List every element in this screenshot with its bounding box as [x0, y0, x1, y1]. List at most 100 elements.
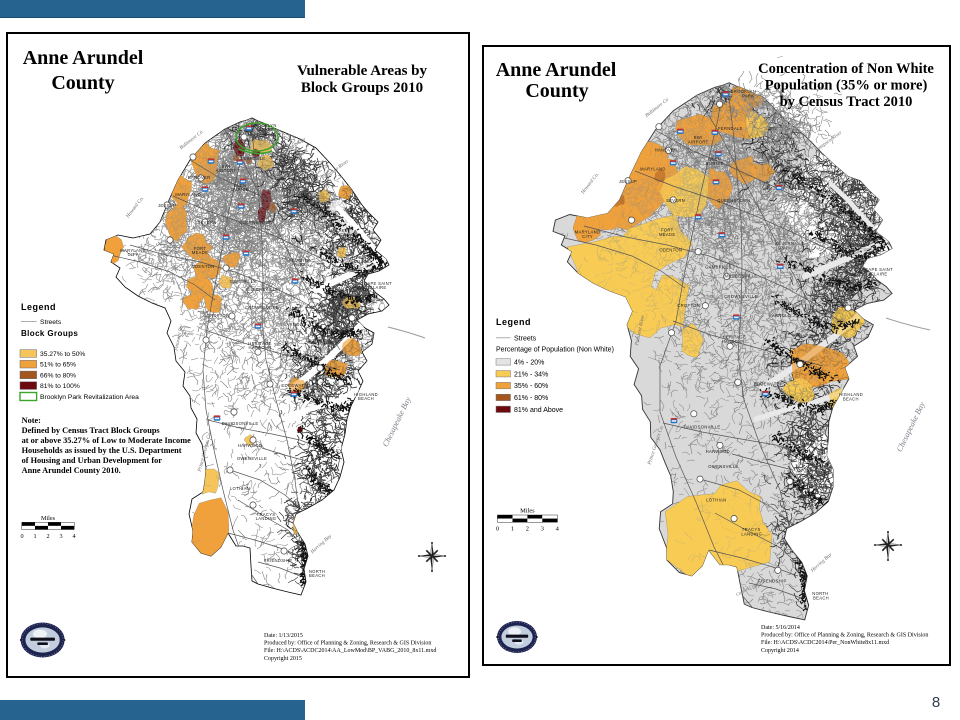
svg-text:1: 1 [511, 526, 514, 533]
svg-text:ANNAPOLIS: ANNAPOLIS [307, 340, 334, 345]
svg-text:HARBOUR: HARBOUR [248, 345, 271, 350]
svg-text:EDGEWATER: EDGEWATER [754, 382, 783, 387]
svg-text:BEACH: BEACH [309, 573, 325, 578]
svg-text:ANNAPOLIS: ANNAPOLIS [793, 333, 820, 338]
svg-text:File: H:\ACDS\ACDC2014\AA_LowM: File: H:\ACDS\ACDC2014\AA_LowMod\BP_VABG… [264, 648, 436, 654]
svg-text:LAKE: LAKE [336, 228, 348, 233]
svg-text:CITY: CITY [582, 234, 593, 239]
svg-text:Produced by: Office of Plannin: Produced by: Office of Planning & Zoning… [761, 632, 928, 639]
svg-text:Herring Bay: Herring Bay [809, 551, 834, 574]
svg-text:CROWNSVILLE: CROWNSVILLE [245, 305, 279, 310]
svg-text:SEVERN: SEVERN [666, 198, 685, 203]
svg-text:Note:: Note: [22, 416, 42, 425]
svg-text:HANOVER: HANOVER [188, 175, 211, 180]
svg-text:SEVERN: SEVERN [197, 220, 216, 225]
svg-text:BWI: BWI [222, 164, 231, 169]
svg-text:3: 3 [59, 533, 62, 540]
svg-text:GLEN: GLEN [709, 156, 722, 161]
svg-text:Chesapeake Bay: Chesapeake Bay [895, 400, 927, 453]
svg-text:PARK: PARK [262, 127, 274, 132]
svg-text:ISLAND: ISLAND [853, 242, 870, 247]
svg-text:4% - 20%: 4% - 20% [514, 360, 544, 367]
svg-text:GLEN: GLEN [234, 183, 247, 188]
svg-text:Patuxent Riv: Patuxent Riv [173, 323, 185, 352]
svg-text:County: County [525, 80, 588, 102]
svg-text:JESSUP: JESSUP [619, 179, 637, 184]
svg-text:Legend: Legend [21, 302, 56, 312]
svg-text:MILLERSVILLE: MILLERSVILLE [246, 287, 279, 292]
svg-text:GIBSON: GIBSON [354, 255, 372, 260]
svg-text:Vulnerable Areas by: Vulnerable Areas by [297, 63, 428, 79]
svg-text:Herring Bay: Herring Bay [309, 533, 334, 556]
svg-text:BEACH: BEACH [314, 205, 330, 210]
svg-text:51% to 65%: 51% to 65% [40, 362, 76, 369]
svg-text:0: 0 [496, 526, 499, 533]
svg-text:DAVIDSONVILLE: DAVIDSONVILLE [222, 421, 259, 426]
svg-text:Copyright 2014: Copyright 2014 [761, 648, 799, 654]
svg-text:Streets: Streets [514, 335, 537, 342]
svg-text:MARYLAND: MARYLAND [175, 192, 201, 197]
svg-text:4: 4 [556, 526, 560, 533]
svg-text:BWI: BWI [694, 135, 703, 140]
svg-text:CAPE SAINT: CAPE SAINT [865, 267, 893, 272]
svg-text:ARNOLD: ARNOLD [772, 313, 791, 318]
svg-text:ISLAND: ISLAND [355, 259, 372, 264]
svg-text:Percentage of Population (Non: Percentage of Population (Non White) [496, 347, 614, 354]
svg-text:BEACH: BEACH [813, 596, 829, 601]
svg-text:PARK: PARK [780, 245, 792, 250]
svg-text:Anne Arundel: Anne Arundel [23, 47, 144, 69]
svg-text:Miles: Miles [520, 508, 535, 515]
svg-text:CAPE SAINT: CAPE SAINT [364, 281, 392, 286]
svg-text:HIGHLAND: HIGHLAND [839, 392, 863, 397]
svg-text:RIVIERA: RIVIERA [313, 201, 332, 206]
svg-text:LAKE: LAKE [830, 207, 842, 212]
svg-text:County: County [51, 72, 114, 94]
svg-text:QUEENSTOWN: QUEENSTOWN [239, 220, 272, 225]
svg-text:SEVERNA: SEVERNA [289, 258, 311, 263]
svg-text:GAMBRILLS: GAMBRILLS [230, 279, 257, 284]
svg-text:2: 2 [46, 533, 49, 540]
svg-text:HARWOOD: HARWOOD [706, 449, 730, 454]
svg-text:SHORE: SHORE [828, 212, 844, 217]
svg-text:Concentration of Non White: Concentration of Non White [758, 61, 934, 77]
svg-text:Block Groups: Block Groups [21, 329, 78, 338]
svg-text:3: 3 [541, 526, 544, 533]
svg-text:BROOKLYN: BROOKLYN [251, 123, 276, 128]
svg-text:Baltimore Co: Baltimore Co [644, 97, 670, 119]
svg-text:TRACYS: TRACYS [257, 512, 276, 517]
svg-text:4: 4 [72, 533, 75, 540]
svg-text:Miles: Miles [41, 515, 56, 522]
svg-text:HIGHLAND: HIGHLAND [354, 392, 378, 397]
svg-text:61% - 80%: 61% - 80% [514, 395, 548, 402]
svg-text:1: 1 [33, 533, 36, 540]
svg-text:Howard Co.: Howard Co. [124, 196, 145, 221]
svg-text:SHORE: SHORE [334, 232, 350, 237]
svg-text:EDGEWATER: EDGEWATER [281, 383, 310, 388]
svg-text:CITY: CITY [128, 252, 139, 257]
svg-text:FRIENDSHIP: FRIENDSHIP [264, 558, 292, 563]
svg-text:JESSUP: JESSUP [158, 203, 176, 208]
svg-text:Anne Arundel County 2010.: Anne Arundel County 2010. [22, 466, 121, 475]
svg-text:Defined by Census Tract Block: Defined by Census Tract Block Groups [22, 426, 161, 435]
svg-text:BURNIE: BURNIE [231, 187, 249, 192]
svg-text:FERNDALE: FERNDALE [718, 126, 743, 131]
svg-text:Date: 5/16/2014: Date: 5/16/2014 [761, 625, 800, 631]
svg-text:BEACH: BEACH [807, 459, 823, 464]
svg-text:BEACH: BEACH [322, 452, 338, 457]
svg-text:MILLERSVILLE: MILLERSVILLE [725, 274, 758, 279]
svg-text:BEACH: BEACH [358, 396, 374, 401]
svg-text:PARK: PARK [742, 93, 754, 98]
svg-text:AIRPORT: AIRPORT [688, 140, 709, 145]
svg-text:BROOKLYN: BROOKLYN [731, 89, 756, 94]
svg-text:Block Groups 2010: Block Groups 2010 [301, 80, 423, 96]
svg-text:of Housing and Urban Developme: of Housing and Urban Development for [22, 456, 163, 465]
svg-text:Chesapeake Bay: Chesapeake Bay [381, 395, 413, 448]
svg-text:SEVERNA: SEVERNA [775, 241, 797, 246]
svg-text:35.27% to 50%: 35.27% to 50% [40, 351, 85, 358]
svg-text:FORT: FORT [194, 246, 207, 251]
svg-text:Date: 1/13/2015: Date: 1/13/2015 [264, 633, 303, 639]
svg-text:GAMBRILLS: GAMBRILLS [705, 265, 732, 270]
svg-text:MARYLAND: MARYLAND [640, 167, 666, 172]
svg-text:FERNDALE: FERNDALE [241, 156, 266, 161]
svg-text:TRACYS: TRACYS [742, 527, 761, 532]
